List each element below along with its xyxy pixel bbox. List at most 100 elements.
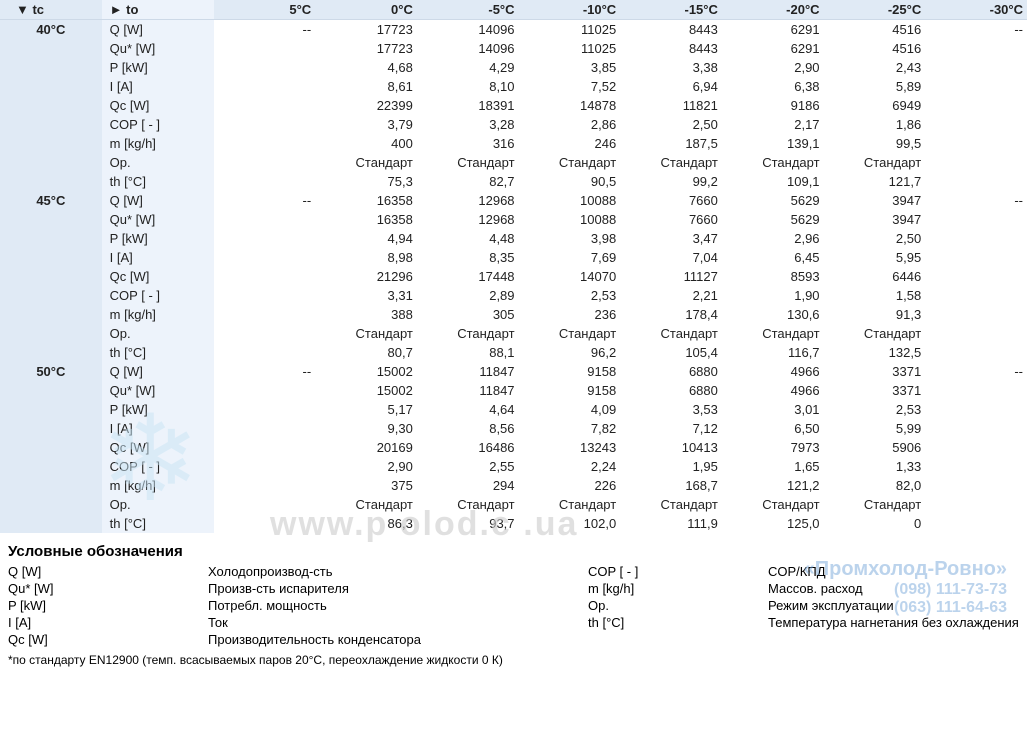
- value-cell: 11821: [620, 96, 722, 115]
- value-cell: [925, 476, 1027, 495]
- value-cell: 99,5: [824, 134, 926, 153]
- value-cell: 3,53: [620, 400, 722, 419]
- table-row: m [kg/h]388305236178,4130,691,3: [0, 305, 1027, 324]
- param-cell: COP [ - ]: [102, 115, 214, 134]
- tc-header: ▼ tc: [0, 0, 102, 20]
- value-cell: 14878: [519, 96, 621, 115]
- value-cell: 400: [315, 134, 417, 153]
- legend-cell: Ток: [208, 615, 588, 630]
- legend-cell: I [A]: [8, 615, 208, 630]
- value-cell: [214, 343, 316, 362]
- value-cell: 121,7: [824, 172, 926, 191]
- value-cell: 4,29: [417, 58, 519, 77]
- table-row: m [kg/h]400316246187,5139,199,5: [0, 134, 1027, 153]
- value-cell: --: [214, 362, 316, 381]
- value-cell: [214, 115, 316, 134]
- tc-cell: [0, 419, 102, 438]
- value-cell: 6,50: [722, 419, 824, 438]
- footnote: *по стандарту EN12900 (темп. всасываемых…: [0, 647, 1027, 667]
- table-row: COP [ - ]3,312,892,532,211,901,58: [0, 286, 1027, 305]
- value-cell: 3947: [824, 191, 926, 210]
- temp-header: -30°C: [925, 0, 1027, 20]
- value-cell: 20169: [315, 438, 417, 457]
- value-cell: [214, 134, 316, 153]
- value-cell: 8,10: [417, 77, 519, 96]
- param-cell: Qu* [W]: [102, 210, 214, 229]
- value-cell: [925, 514, 1027, 533]
- value-cell: Стандарт: [722, 324, 824, 343]
- value-cell: 7973: [722, 438, 824, 457]
- value-cell: 9,30: [315, 419, 417, 438]
- value-cell: 8443: [620, 39, 722, 58]
- param-cell: P [kW]: [102, 400, 214, 419]
- value-cell: [925, 39, 1027, 58]
- value-cell: 121,2: [722, 476, 824, 495]
- value-cell: 6291: [722, 20, 824, 40]
- value-cell: 17723: [315, 39, 417, 58]
- param-cell: th [°C]: [102, 172, 214, 191]
- param-cell: Op.: [102, 495, 214, 514]
- tc-cell: [0, 229, 102, 248]
- value-cell: [925, 400, 1027, 419]
- value-cell: [925, 58, 1027, 77]
- table-row: I [A]9,308,567,827,126,505,99: [0, 419, 1027, 438]
- legend-cell: Qc [W]: [8, 632, 208, 647]
- tc-cell: [0, 343, 102, 362]
- tc-cell: [0, 210, 102, 229]
- legend-title: Условные обозначения: [8, 543, 1027, 560]
- table-row: P [kW]5,174,644,093,533,012,53: [0, 400, 1027, 419]
- tc-cell: [0, 172, 102, 191]
- value-cell: [925, 343, 1027, 362]
- value-cell: --: [925, 20, 1027, 40]
- value-cell: 2,53: [519, 286, 621, 305]
- value-cell: 111,9: [620, 514, 722, 533]
- param-cell: P [kW]: [102, 229, 214, 248]
- value-cell: 2,50: [824, 229, 926, 248]
- value-cell: 96,2: [519, 343, 621, 362]
- value-cell: 116,7: [722, 343, 824, 362]
- temp-header: 5°C: [214, 0, 316, 20]
- param-cell: I [A]: [102, 419, 214, 438]
- temp-header: -5°C: [417, 0, 519, 20]
- value-cell: --: [214, 191, 316, 210]
- value-cell: 16486: [417, 438, 519, 457]
- value-cell: Стандарт: [620, 324, 722, 343]
- legend-cell: th [°C]: [588, 615, 768, 630]
- value-cell: 5,99: [824, 419, 926, 438]
- value-cell: 3371: [824, 381, 926, 400]
- value-cell: 17448: [417, 267, 519, 286]
- table-row: Qc [W]2239918391148781182191866949: [0, 96, 1027, 115]
- value-cell: 2,21: [620, 286, 722, 305]
- value-cell: 80,7: [315, 343, 417, 362]
- value-cell: 6291: [722, 39, 824, 58]
- tc-cell: [0, 77, 102, 96]
- temp-header: -15°C: [620, 0, 722, 20]
- value-cell: [925, 210, 1027, 229]
- value-cell: Стандарт: [315, 495, 417, 514]
- value-cell: 125,0: [722, 514, 824, 533]
- value-cell: 11025: [519, 20, 621, 40]
- value-cell: 305: [417, 305, 519, 324]
- value-cell: Стандарт: [417, 153, 519, 172]
- value-cell: 4,48: [417, 229, 519, 248]
- table-row: Op.СтандартСтандартСтандартСтандартСтанд…: [0, 153, 1027, 172]
- table-row: th [°C]75,382,790,599,2109,1121,7: [0, 172, 1027, 191]
- value-cell: 16358: [315, 191, 417, 210]
- table-row: P [kW]4,944,483,983,472,962,50: [0, 229, 1027, 248]
- value-cell: [925, 153, 1027, 172]
- value-cell: 22399: [315, 96, 417, 115]
- value-cell: 3371: [824, 362, 926, 381]
- value-cell: 1,58: [824, 286, 926, 305]
- table-row: m [kg/h]375294226168,7121,282,0: [0, 476, 1027, 495]
- value-cell: 7,52: [519, 77, 621, 96]
- value-cell: 6880: [620, 381, 722, 400]
- value-cell: 6,94: [620, 77, 722, 96]
- table-row: Op.СтандартСтандартСтандартСтандартСтанд…: [0, 324, 1027, 343]
- value-cell: Стандарт: [315, 324, 417, 343]
- value-cell: 236: [519, 305, 621, 324]
- value-cell: Стандарт: [722, 495, 824, 514]
- value-cell: 99,2: [620, 172, 722, 191]
- value-cell: Стандарт: [620, 495, 722, 514]
- param-cell: m [kg/h]: [102, 305, 214, 324]
- value-cell: 1,90: [722, 286, 824, 305]
